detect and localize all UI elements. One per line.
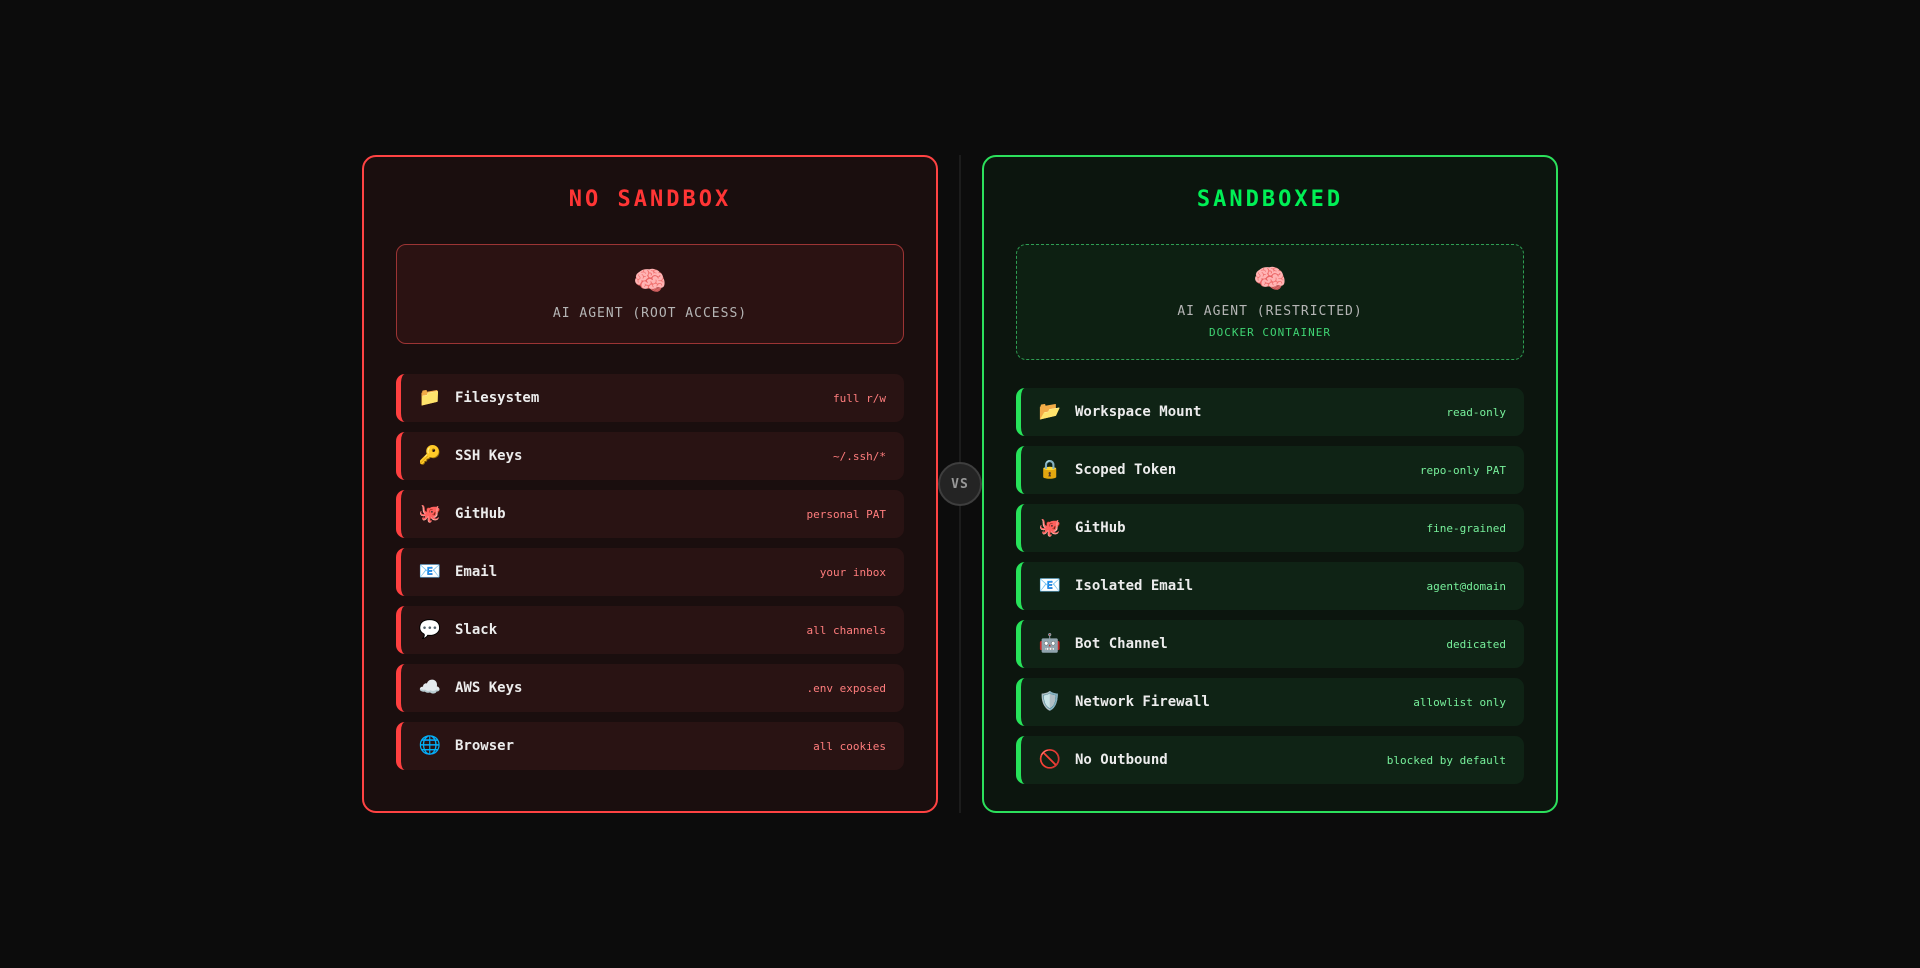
robot-icon: 🤖	[1038, 633, 1062, 654]
vs-badge-label: VS	[951, 476, 969, 492]
row-value: personal PAT	[806, 507, 886, 521]
row-label: Slack	[455, 622, 498, 638]
agent-sublabel-docker: DOCKER CONTAINER	[1209, 325, 1331, 339]
row-github: 🐙 GitHub personal PAT	[396, 490, 904, 538]
panel-title-sandboxed: SANDBOXED	[1196, 187, 1344, 212]
row-no-outbound: 🚫 No Outbound blocked by default	[1016, 736, 1524, 784]
row-label: Workspace Mount	[1075, 404, 1202, 420]
row-label: No Outbound	[1075, 752, 1168, 768]
email-icon: 📧	[1038, 575, 1062, 596]
row-value: .env exposed	[806, 681, 886, 695]
email-icon: 📧	[418, 561, 442, 582]
row-slack: 💬 Slack all channels	[396, 606, 904, 654]
row-value: ~/.ssh/*	[833, 449, 886, 463]
globe-icon: 🌐	[418, 735, 442, 756]
access-rows-sandboxed: 📂 Workspace Mount read-only 🔒 Scoped Tok…	[1016, 388, 1524, 784]
brain-icon: 🧠	[1253, 264, 1287, 296]
row-value: full r/w	[833, 391, 886, 405]
comparison-stage: VS NO SANDBOX 🧠 AI AGENT (ROOT ACCESS) 📁…	[362, 155, 1558, 813]
row-label: SSH Keys	[455, 448, 523, 464]
row-isolated-email: 📧 Isolated Email agent@domain	[1016, 562, 1524, 610]
row-filesystem: 📁 Filesystem full r/w	[396, 374, 904, 422]
row-browser: 🌐 Browser all cookies	[396, 722, 904, 770]
key-icon: 🔑	[418, 445, 442, 466]
lock-icon: 🔒	[1038, 459, 1062, 480]
shield-icon: 🛡️	[1038, 691, 1062, 712]
row-value: allowlist only	[1413, 695, 1506, 709]
panel-title-no-sandbox: NO SANDBOX	[568, 187, 732, 212]
row-workspace-mount: 📂 Workspace Mount read-only	[1016, 388, 1524, 436]
row-label: Email	[455, 564, 498, 580]
row-aws-keys: ☁️ AWS Keys .env exposed	[396, 664, 904, 712]
octopus-icon: 🐙	[1038, 517, 1062, 538]
row-value: dedicated	[1446, 637, 1506, 651]
row-label: Browser	[455, 738, 515, 754]
row-value: all cookies	[813, 739, 886, 753]
panel-sandboxed: SANDBOXED 🧠 AI AGENT (RESTRICTED) DOCKER…	[982, 155, 1558, 813]
row-label: Isolated Email	[1075, 578, 1194, 594]
row-value: read-only	[1446, 405, 1506, 419]
speech-balloon-icon: 💬	[418, 619, 442, 640]
cloud-icon: ☁️	[418, 677, 442, 698]
row-ssh-keys: 🔑 SSH Keys ~/.ssh/*	[396, 432, 904, 480]
row-github: 🐙 GitHub fine-grained	[1016, 504, 1524, 552]
row-network-firewall: 🛡️ Network Firewall allowlist only	[1016, 678, 1524, 726]
row-label: GitHub	[1075, 520, 1126, 536]
open-folder-icon: 📂	[1038, 401, 1062, 422]
row-value: repo-only PAT	[1419, 463, 1506, 477]
row-label: AWS Keys	[455, 680, 523, 696]
row-bot-channel: 🤖 Bot Channel dedicated	[1016, 620, 1524, 668]
row-scoped-token: 🔒 Scoped Token repo-only PAT	[1016, 446, 1524, 494]
row-value: all channels	[806, 623, 886, 637]
octopus-icon: 🐙	[418, 503, 442, 524]
row-value: agent@domain	[1426, 579, 1506, 593]
no-entry-icon: 🚫	[1038, 749, 1062, 770]
row-label: Network Firewall	[1075, 694, 1210, 710]
brain-icon: 🧠	[633, 266, 667, 298]
agent-label-restricted: AI AGENT (RESTRICTED)	[1177, 303, 1363, 319]
access-rows-no-sandbox: 📁 Filesystem full r/w 🔑 SSH Keys ~/.ssh/…	[396, 374, 904, 770]
row-value: blocked by default	[1386, 753, 1506, 767]
row-value: your inbox	[819, 565, 886, 579]
vs-badge: VS	[938, 462, 982, 506]
panel-no-sandbox: NO SANDBOX 🧠 AI AGENT (ROOT ACCESS) 📁 Fi…	[362, 155, 938, 813]
agent-label-root-access: AI AGENT (ROOT ACCESS)	[552, 305, 748, 321]
folder-icon: 📁	[418, 387, 442, 408]
agent-box-restricted: 🧠 AI AGENT (RESTRICTED) DOCKER CONTAINER	[1016, 244, 1524, 360]
row-value: fine-grained	[1426, 521, 1506, 535]
row-label: Scoped Token	[1075, 462, 1177, 478]
row-label: Filesystem	[455, 390, 540, 406]
row-label: Bot Channel	[1075, 636, 1168, 652]
row-label: GitHub	[455, 506, 506, 522]
row-email: 📧 Email your inbox	[396, 548, 904, 596]
agent-box-root-access: 🧠 AI AGENT (ROOT ACCESS)	[396, 244, 904, 344]
